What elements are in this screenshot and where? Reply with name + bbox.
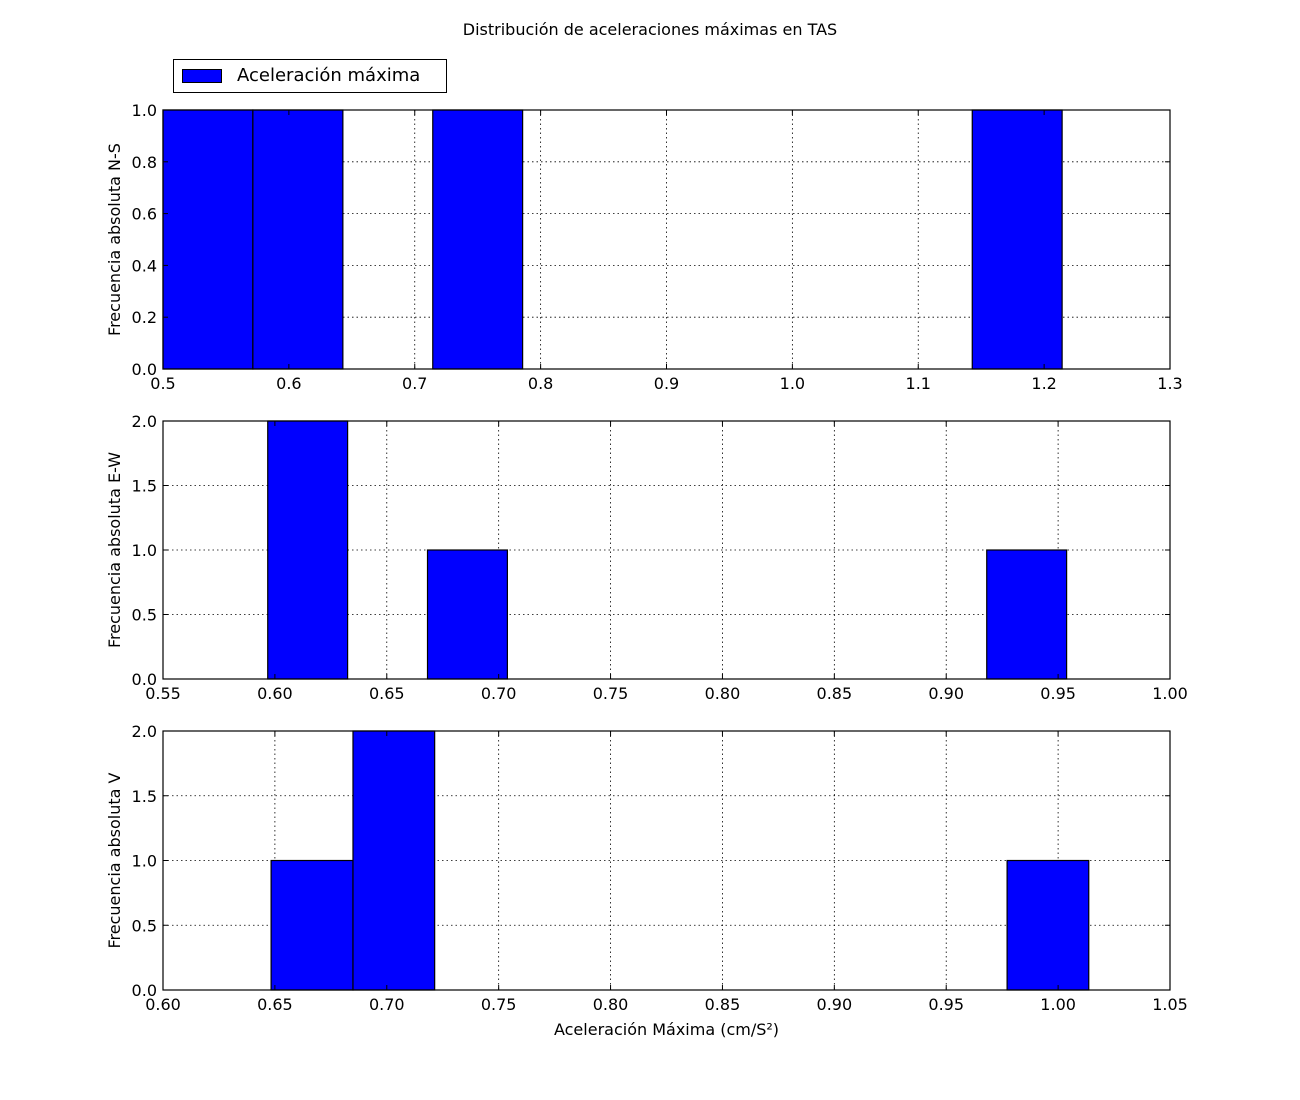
x-tick-label: 0.65	[369, 684, 405, 703]
x-tick-label: 0.90	[928, 684, 964, 703]
y-axis-label: Frecuencia absoluta E-W	[105, 452, 124, 648]
x-tick-label: 0.9	[654, 374, 679, 393]
figure-title: Distribución de aceleraciones máximas en…	[462, 20, 838, 39]
y-tick-label: 0.0	[132, 360, 157, 379]
histogram-bar-top-2	[432, 109, 524, 370]
x-tick-label: 0.80	[705, 684, 741, 703]
x-tick-label: 0.75	[481, 995, 517, 1014]
y-tick-label: 0.4	[132, 256, 157, 275]
histogram-panel-top: 0.5 0.6 0.7 0.8 0.9 1.0 1.1 1.2 1.3 0.0 0.2 0.4 0.6 0…	[105, 101, 1183, 393]
x-tick-label: 0.7	[402, 374, 427, 393]
x-tick-label: 1.2	[1031, 374, 1056, 393]
y-tick-label: 1.5	[132, 477, 157, 496]
legend-label: Aceleración máxima	[237, 65, 421, 86]
x-tick-label: 1.0	[780, 374, 805, 393]
x-tick-label: 0.95	[1040, 684, 1076, 703]
y-axis-label: Frecuencia absoluta N-S	[105, 143, 124, 336]
x-tick-label: 0.80	[593, 995, 629, 1014]
x-axis-label: Aceleración Máxima (cm/S²)	[554, 1020, 779, 1039]
histogram-bar-top-0	[162, 109, 254, 370]
x-tick-label: 0.60	[257, 684, 293, 703]
y-tick-label: 0.2	[132, 308, 157, 327]
x-tick-label: 0.5	[150, 374, 175, 393]
legend-swatch	[182, 69, 222, 83]
x-tick-label: 0.75	[593, 684, 629, 703]
histogram-panel-bottom: 0.60 0.65 0.70 0.75 0.80 0.85 0.90 0.95 1.00 1.05…	[105, 722, 1188, 1039]
y-tick-label: 2.0	[132, 722, 157, 741]
y-tick-label: 0.0	[132, 981, 157, 1000]
y-tick-label: 2.0	[132, 412, 157, 431]
y-tick-label: 0.6	[132, 205, 157, 224]
y-tick-label: 0.5	[132, 916, 157, 935]
x-tick-label: 0.85	[817, 684, 853, 703]
y-tick-label: 1.0	[132, 541, 157, 560]
x-tick-label: 0.8	[528, 374, 553, 393]
histogram-bar-bottom-1	[352, 730, 436, 991]
y-tick-label: 1.0	[132, 852, 157, 871]
x-tick-label: 0.6	[276, 374, 301, 393]
y-tick-label: 0.8	[132, 153, 157, 172]
x-tick-label: 1.00	[1152, 684, 1188, 703]
x-tick-label: 1.05	[1152, 995, 1188, 1014]
histogram-bar-middle-2	[986, 549, 1068, 680]
y-tick-label: 0.5	[132, 606, 157, 625]
x-tick-label: 1.00	[1040, 995, 1076, 1014]
y-tick-label: 1.5	[132, 787, 157, 806]
legend: Aceleración máxima	[173, 59, 447, 93]
histogram-bar-middle-1	[426, 549, 508, 680]
x-tick-label: 0.55	[145, 684, 181, 703]
x-tick-label: 1.1	[906, 374, 931, 393]
histogram-bar-top-3	[971, 109, 1063, 370]
x-tick-label: 0.90	[817, 995, 853, 1014]
histogram-bar-middle-0	[267, 420, 349, 680]
x-tick-label: 0.70	[369, 995, 405, 1014]
x-tick-label: 0.60	[145, 995, 181, 1014]
histogram-bar-bottom-2	[1006, 859, 1090, 991]
x-tick-label: 1.3	[1157, 374, 1182, 393]
x-tick-label: 0.85	[705, 995, 741, 1014]
histogram-panel-middle: 0.55 0.60 0.65 0.70 0.75 0.80 0.85 0.90 0.95 1.00…	[105, 412, 1188, 703]
histogram-bar-top-1	[252, 109, 344, 370]
y-axis-label: Frecuencia absoluta V	[105, 772, 124, 948]
histogram-bar-bottom-0	[270, 859, 354, 991]
x-tick-label: 0.95	[928, 995, 964, 1014]
x-tick-label: 0.65	[257, 995, 293, 1014]
x-tick-label: 0.70	[481, 684, 517, 703]
y-tick-label: 1.0	[132, 101, 157, 120]
y-tick-label: 0.0	[132, 670, 157, 689]
